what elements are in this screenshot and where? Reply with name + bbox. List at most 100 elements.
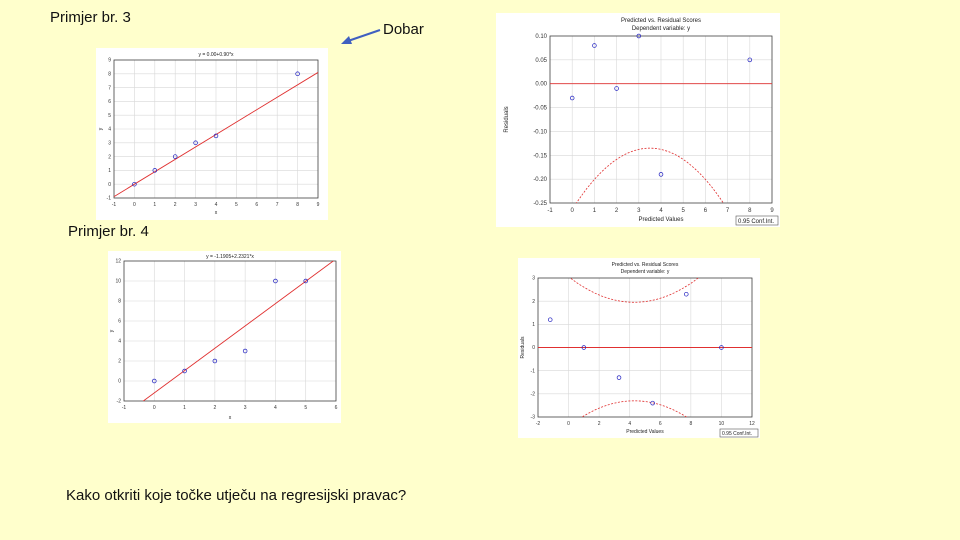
data-point bbox=[273, 278, 278, 284]
data-point bbox=[658, 172, 664, 177]
data-point bbox=[747, 57, 753, 63]
y-tick-label: -2 bbox=[531, 392, 536, 398]
y-tick-label: 8 bbox=[108, 71, 111, 77]
annotation-dobar: Dobar bbox=[383, 21, 424, 38]
data-point bbox=[616, 375, 622, 380]
y-tick-label: 1 bbox=[532, 322, 535, 328]
x-tick-label: 4 bbox=[628, 421, 631, 427]
y-tick-label: 2 bbox=[108, 154, 111, 160]
data-point bbox=[182, 368, 187, 374]
x-tick-label: 4 bbox=[274, 405, 277, 411]
x-tick-label: 1 bbox=[183, 405, 186, 411]
y-tick-label: 4 bbox=[118, 339, 121, 345]
y-tick-label: -2 bbox=[117, 399, 122, 405]
data-point bbox=[684, 291, 689, 297]
chart-title: y = -1.1905+2.2321*x bbox=[206, 254, 254, 260]
chart-title: Predicted vs. Residual Scores bbox=[621, 18, 701, 24]
plot-frame bbox=[123, 260, 337, 402]
y-tick-label: 3 bbox=[532, 276, 535, 282]
y-axis-label: y bbox=[109, 329, 115, 332]
data-point bbox=[581, 345, 587, 350]
y-tick-label: 10 bbox=[115, 279, 121, 285]
legend-label: 0.95 Conf.Int. bbox=[738, 219, 774, 225]
x-tick-label: 12 bbox=[749, 421, 755, 427]
y-tick-label: 7 bbox=[108, 85, 111, 91]
data-point bbox=[614, 86, 619, 91]
x-tick-label: 4 bbox=[215, 202, 218, 208]
y-axis-label: Residuals bbox=[504, 106, 510, 132]
x-tick-label: 0 bbox=[567, 421, 570, 427]
y-tick-label: -0.25 bbox=[533, 201, 547, 207]
x-axis-label: Predicted Values bbox=[626, 429, 664, 435]
x-tick-label: 6 bbox=[255, 202, 258, 208]
x-tick-label: 1 bbox=[593, 208, 597, 214]
data-point bbox=[152, 378, 157, 384]
y-tick-label: 6 bbox=[118, 319, 121, 325]
x-tick-label: 10 bbox=[719, 421, 725, 427]
y-tick-label: -3 bbox=[531, 415, 536, 421]
x-axis-label: x bbox=[215, 210, 218, 216]
y-tick-label: 2 bbox=[532, 299, 535, 305]
data-point bbox=[569, 95, 575, 101]
y-tick-label: 0 bbox=[532, 345, 535, 351]
chart-scatter-3: -1 0 1 2 3 4 5 6 7 8 9 -1 0 1 2 3 4 5 6 7 8 9 y = 0.00+0.90*x x… bbox=[96, 48, 328, 220]
y-tick-label: -1 bbox=[531, 368, 536, 374]
y-tick-label: 6 bbox=[108, 99, 111, 105]
x-tick-label: 7 bbox=[276, 202, 279, 208]
chart-subtitle: Dependent variable: y bbox=[632, 26, 690, 32]
x-tick-label: 3 bbox=[244, 405, 247, 411]
data-point bbox=[213, 133, 219, 139]
data-point bbox=[152, 168, 158, 173]
y-tick-label: 8 bbox=[118, 299, 121, 305]
plot-frame bbox=[113, 59, 319, 199]
x-tick-label: 8 bbox=[296, 202, 299, 208]
y-tick-label: 4 bbox=[108, 127, 111, 133]
chart-title: Predicted vs. Residual Scores bbox=[612, 262, 679, 268]
data-point bbox=[242, 348, 248, 354]
chart-residuals-4: -2 0 2 4 6 8 10 12 3 2 1 0 -1 -2 -3 Predicted vs. Resid… bbox=[518, 258, 760, 438]
question-text: Kako otkriti koje točke utječu na regres… bbox=[66, 487, 407, 504]
heading-example-3: Primjer br. 3 bbox=[50, 9, 131, 26]
data-point bbox=[193, 140, 198, 146]
data-point bbox=[172, 154, 178, 159]
y-tick-label: 0.05 bbox=[535, 58, 547, 64]
x-tick-label: 6 bbox=[659, 421, 662, 427]
regression-line bbox=[114, 72, 318, 198]
y-tick-label: -0.20 bbox=[533, 177, 547, 183]
y-tick-label: 3 bbox=[108, 140, 111, 146]
data-point bbox=[650, 400, 655, 406]
x-tick-label: 2 bbox=[598, 421, 601, 427]
x-tick-label: 2 bbox=[213, 405, 216, 411]
y-tick-label: 2 bbox=[118, 359, 121, 365]
data-point bbox=[636, 33, 642, 39]
data-point bbox=[547, 317, 553, 322]
y-tick-label: 0.10 bbox=[535, 34, 547, 40]
legend-box bbox=[735, 215, 779, 226]
y-tick-label: -0.10 bbox=[533, 129, 547, 135]
data-point bbox=[719, 345, 724, 350]
data-point bbox=[212, 358, 218, 364]
legend-label: 0.95 Conf.Int. bbox=[722, 431, 752, 437]
y-tick-label: -0.05 bbox=[533, 106, 547, 112]
confidence-band-lower bbox=[575, 147, 724, 203]
x-tick-label: 3 bbox=[194, 202, 197, 208]
x-tick-label: 8 bbox=[689, 421, 692, 427]
x-axis-label: Predicted Values bbox=[639, 217, 684, 223]
x-axis-label: x bbox=[229, 415, 232, 421]
x-tick-label: -1 bbox=[547, 208, 553, 214]
arrow-icon bbox=[341, 29, 381, 44]
data-point bbox=[132, 181, 137, 187]
x-tick-label: 8 bbox=[748, 208, 752, 214]
x-tick-label: 3 bbox=[637, 208, 641, 214]
data-point bbox=[592, 43, 597, 48]
x-tick-label: 0 bbox=[571, 208, 575, 214]
data-point bbox=[295, 71, 300, 77]
y-tick-label: -0.15 bbox=[533, 153, 547, 159]
x-tick-label: 9 bbox=[317, 202, 320, 208]
x-tick-label: 6 bbox=[704, 208, 708, 214]
y-tick-label: 12 bbox=[115, 259, 121, 265]
x-tick-label: 7 bbox=[726, 208, 730, 214]
y-tick-label: 5 bbox=[108, 113, 111, 119]
x-tick-label: -2 bbox=[536, 421, 541, 427]
y-tick-label: 0.00 bbox=[535, 82, 547, 88]
